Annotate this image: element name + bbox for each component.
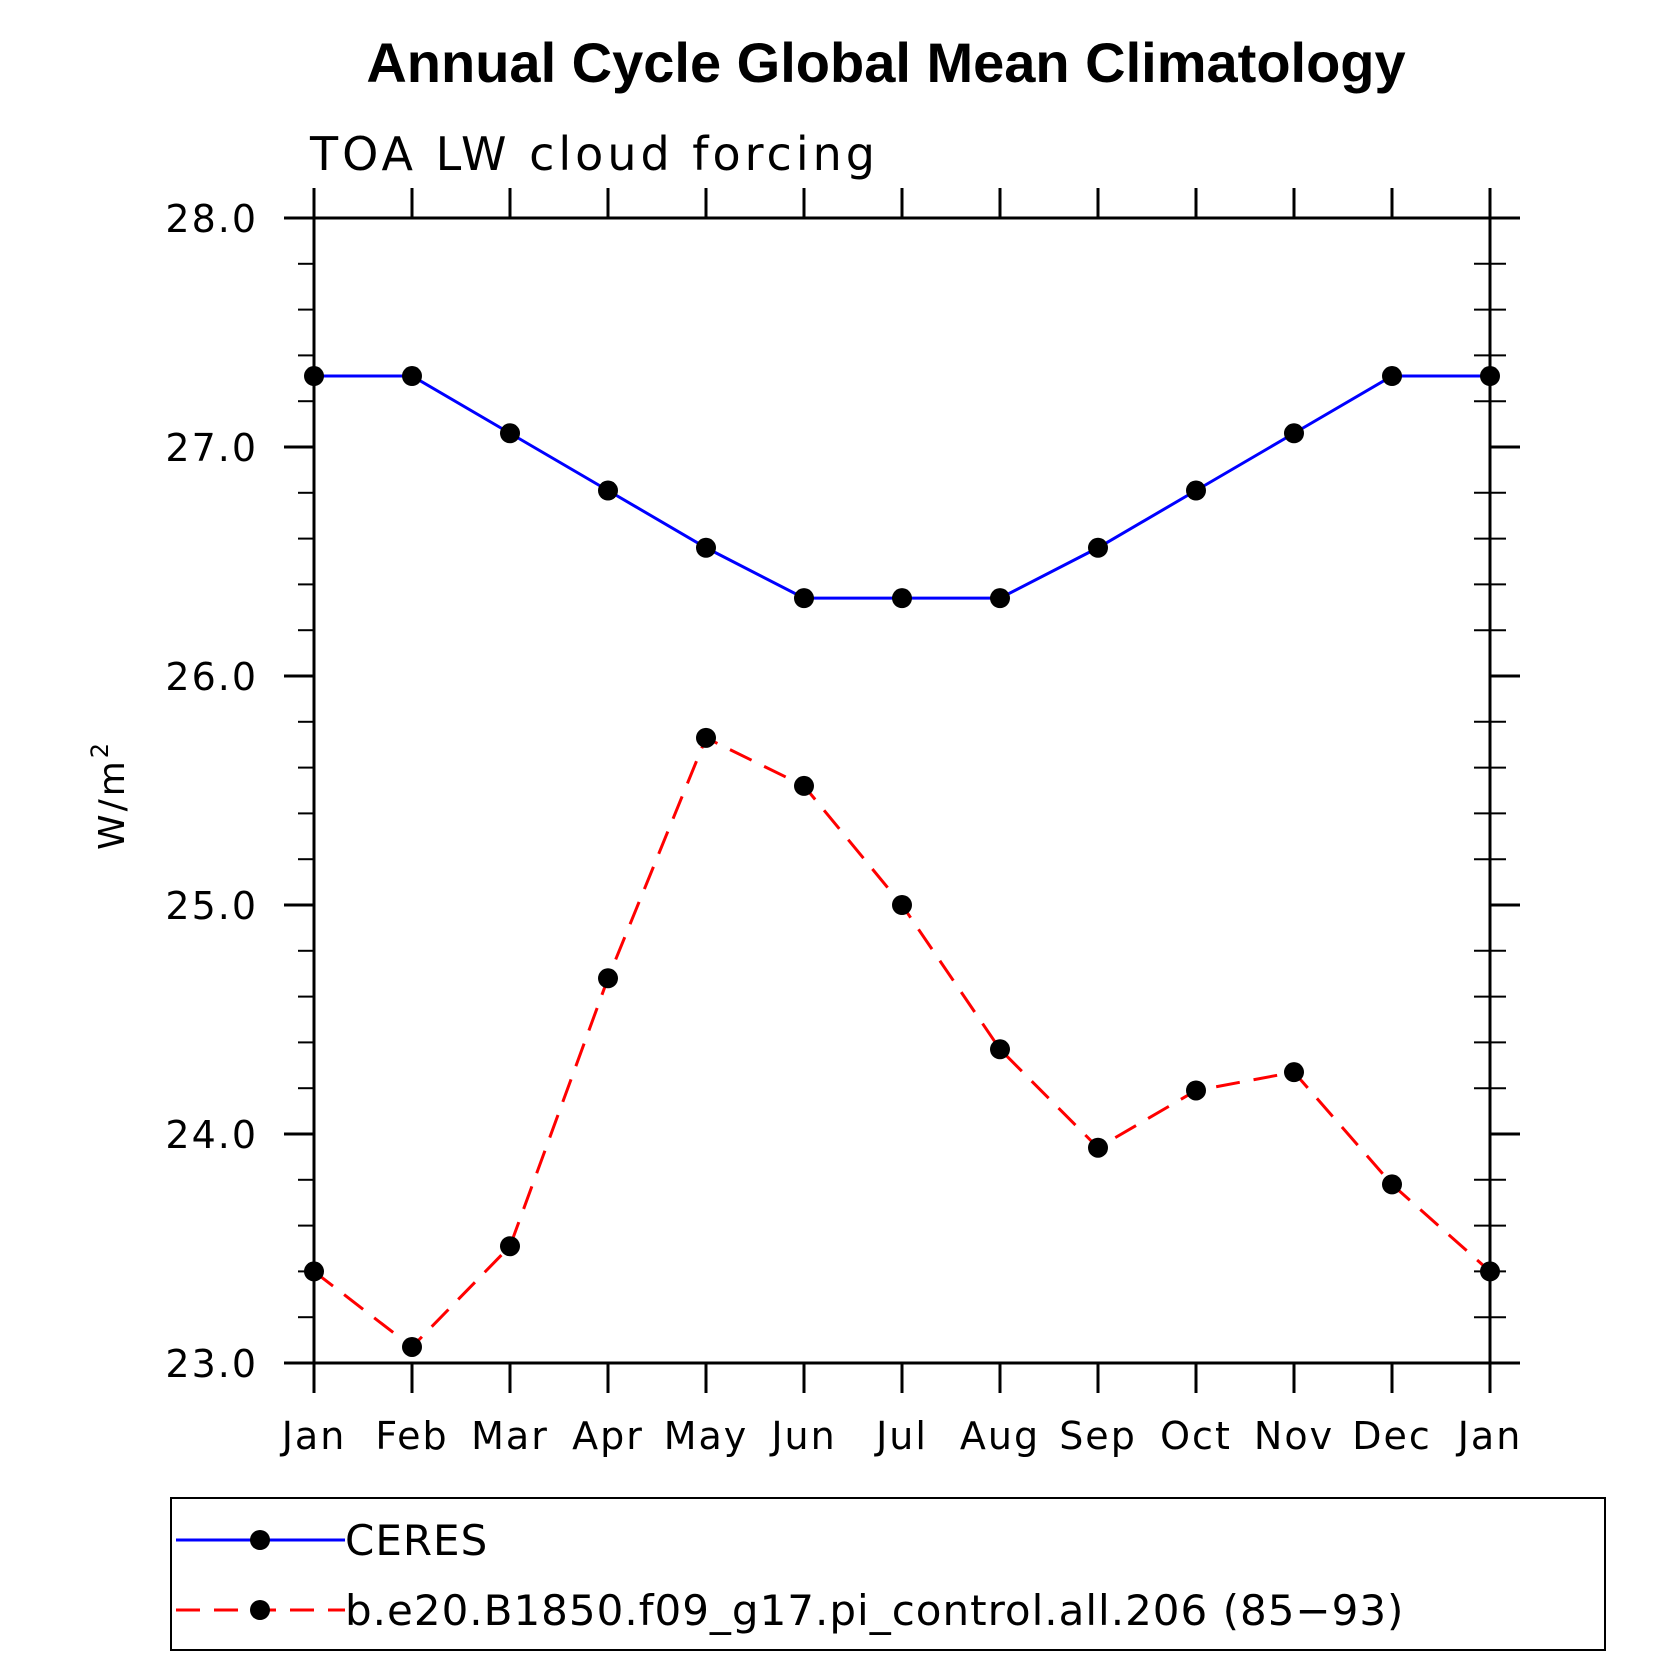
x-tick-label: Jul <box>874 1414 928 1458</box>
x-tick-label: Jun <box>769 1414 836 1458</box>
data-point <box>402 1336 422 1357</box>
plot-frame <box>312 216 1492 1365</box>
y-tick-label: 27.0 <box>165 426 258 470</box>
y-axis-label-text: W/m <box>92 758 133 850</box>
data-point <box>892 895 912 915</box>
x-tick-label: Oct <box>1160 1414 1232 1458</box>
legend: CERES b.e20.B1850.f09_g17.pi_control.all.… <box>170 1497 1606 1651</box>
series-0 <box>304 366 1500 609</box>
data-point <box>1088 1137 1108 1158</box>
x-tick-label: Feb <box>375 1414 448 1458</box>
data-point <box>1480 366 1500 387</box>
data-point <box>304 1261 324 1282</box>
data-point <box>990 588 1010 609</box>
x-tick-label: Aug <box>960 1414 1040 1458</box>
data-point <box>696 537 716 558</box>
series-line <box>313 735 1491 1349</box>
x-tick-label: Jan <box>280 1414 347 1458</box>
x-tick-label: Mar <box>471 1414 549 1458</box>
data-point <box>892 588 912 609</box>
data-point <box>598 480 618 501</box>
legend-item: b.e20.B1850.f09_g17.pi_control.all.206 (… <box>176 1586 1404 1635</box>
y-tick-label: 23.0 <box>165 1342 258 1386</box>
y-tick-label: 28.0 <box>165 197 258 241</box>
y-axis-label-superscript: 2 <box>86 740 114 758</box>
y-tick-label: 25.0 <box>165 884 258 928</box>
x-tick-label: Apr <box>572 1414 644 1458</box>
legend-label: CERES <box>345 1516 488 1565</box>
chart-subtitle: TOA LW cloud forcing <box>309 127 879 181</box>
data-point <box>1382 1174 1402 1195</box>
data-point <box>794 588 814 609</box>
data-point <box>1284 1062 1304 1083</box>
legend-item: CERES <box>176 1516 488 1565</box>
data-point <box>500 1236 520 1257</box>
x-tick-label: May <box>664 1414 749 1458</box>
data-point <box>990 1039 1010 1060</box>
data-point <box>402 366 422 387</box>
series-line <box>314 374 1490 600</box>
series-1 <box>304 727 1500 1357</box>
y-tick-label: 24.0 <box>165 1113 258 1157</box>
data-point <box>1284 423 1304 444</box>
legend-label: b.e20.B1850.f09_g17.pi_control.all.206 (… <box>345 1586 1404 1635</box>
x-tick-label: Jan <box>1456 1414 1523 1458</box>
data-point <box>304 366 324 387</box>
x-tick-label: Nov <box>1254 1414 1334 1458</box>
svg-text:W/m2: W/m2 <box>86 740 133 850</box>
plot-axes: 23.0 24.0 25.0 26.0 27.0 28.0 Jan Feb Mar Apr May J… <box>165 188 1523 1458</box>
data-point <box>696 727 716 748</box>
data-point <box>1186 480 1206 501</box>
data-point <box>1480 1261 1500 1282</box>
legend-box <box>170 1497 1606 1651</box>
y-tick-label: 26.0 <box>165 655 258 699</box>
legend-marker <box>250 1600 270 1620</box>
data-point <box>598 968 618 989</box>
x-tick-label: Dec <box>1352 1414 1432 1458</box>
legend-marker <box>250 1530 270 1550</box>
data-point <box>1382 366 1402 387</box>
data-point <box>794 775 814 796</box>
chart-title: Annual Cycle Global Mean Climatology <box>366 31 1405 94</box>
x-tick-label: Sep <box>1059 1414 1137 1458</box>
series-layer <box>304 366 1500 1357</box>
data-point <box>500 423 520 444</box>
data-point <box>1186 1080 1206 1101</box>
data-point <box>1088 537 1108 558</box>
y-axis-label: W/m2 <box>86 740 133 850</box>
